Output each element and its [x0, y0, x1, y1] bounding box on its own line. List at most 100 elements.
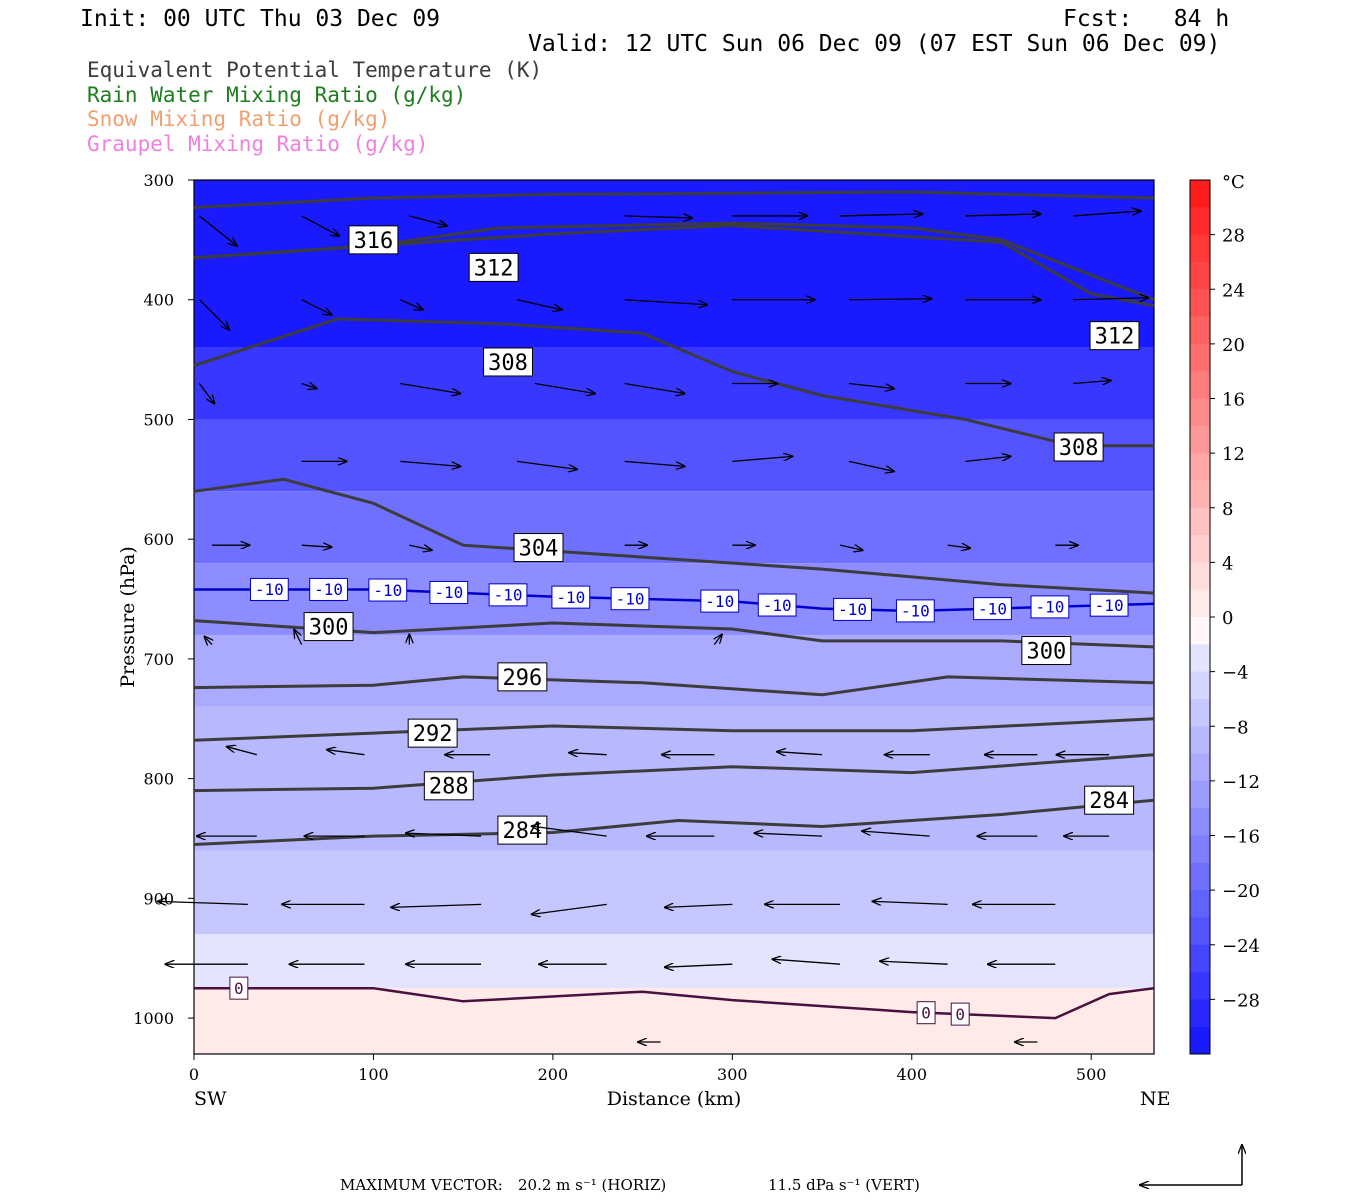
- temperature-label-box: [368, 578, 408, 602]
- temperature-label-text: -10: [255, 580, 284, 599]
- wind-vector: [301, 384, 317, 389]
- temperature-band: [194, 706, 1154, 851]
- theta-e-label: 288: [423, 771, 474, 801]
- colorbar-swatch: [1190, 726, 1210, 755]
- theta-e-label: 304: [513, 533, 564, 563]
- theta-e-label-box: [303, 612, 354, 642]
- wind-vector: [1073, 211, 1141, 217]
- temperature-label-text: 0: [955, 1005, 965, 1024]
- temperature-label-text: -10: [616, 589, 645, 608]
- y-tick-label: 800: [143, 770, 174, 789]
- theta-e-label-text: 304: [519, 536, 559, 561]
- wind-vector: [624, 299, 708, 305]
- temperature-label-text: 0: [234, 979, 244, 998]
- wind-vector: [880, 961, 948, 964]
- theta-e-label-box: [1084, 785, 1135, 815]
- y-tick-label: 900: [143, 889, 174, 908]
- plot-frame: [193, 179, 1155, 1055]
- colorbar-swatch: [1190, 343, 1210, 372]
- temperature-label-text: -10: [314, 580, 343, 599]
- wind-vector: [624, 460, 685, 466]
- temperature-band: [194, 180, 1154, 348]
- temperature-band: [194, 988, 1154, 1054]
- colorbar-tick-label: 28: [1222, 226, 1245, 247]
- x-tick-label: 100: [358, 1065, 389, 1084]
- x-tick-label: 500: [1076, 1065, 1107, 1084]
- temperature-label: -10: [833, 597, 872, 621]
- colorbar-tick-label: 20: [1222, 335, 1245, 356]
- wind-vector: [301, 299, 332, 315]
- x-tick-label: 300: [717, 1065, 748, 1084]
- wind-vector: [532, 826, 607, 837]
- temperature-band: [194, 634, 1154, 707]
- temperature-label-box: [551, 585, 591, 609]
- theta-e-label-text: 288: [429, 775, 469, 800]
- theta-e-label-box: [483, 347, 533, 377]
- temperature-label-text: -10: [705, 592, 734, 611]
- wind-vector: [873, 901, 948, 904]
- wind-vector: [777, 752, 823, 755]
- y-axis-label: Pressure (hPa): [117, 546, 139, 688]
- theta-e-contour: [193, 717, 1155, 742]
- wind-vector: [665, 904, 733, 907]
- colorbar-swatch: [1190, 917, 1210, 946]
- colorbar-unit: °C: [1222, 172, 1245, 193]
- wind-vector: [227, 747, 257, 756]
- max-vector-horiz: 20.2 m s⁻¹ (HORIZ): [518, 1176, 667, 1194]
- x-left-end-label: SW: [194, 1088, 227, 1110]
- theta-e-label: 312: [468, 252, 519, 282]
- theta-e-label: 316: [348, 225, 399, 255]
- theta-e-label-box: [348, 225, 399, 255]
- theta-e-contour: [193, 798, 1155, 846]
- colorbar-swatch: [1190, 835, 1210, 864]
- temperature-label-box: [973, 597, 1012, 621]
- theta-e-label-text: 300: [309, 615, 349, 640]
- wind-vectors: [158, 211, 1148, 1042]
- legend-theta-e: Equivalent Potential Temperature (K): [87, 58, 543, 82]
- theta-e-label-text: 300: [1026, 639, 1066, 664]
- theta-e-label: 284: [497, 815, 548, 845]
- wind-vector: [204, 637, 212, 645]
- y-tick-label: 600: [143, 530, 174, 549]
- colorbar-tick-label: 8: [1222, 499, 1233, 520]
- wind-vector: [409, 545, 432, 550]
- temperature-label-text: -10: [901, 602, 930, 621]
- wind-vector: [965, 214, 1041, 216]
- theta-e-label-text: 308: [488, 351, 528, 376]
- legend-graupel: Graupel Mixing Ratio (g/kg): [87, 132, 429, 156]
- theta-e-label-box: [407, 718, 458, 748]
- temperature-label: -10: [700, 589, 740, 613]
- wind-vector: [732, 456, 792, 463]
- temperature-label-text: -10: [494, 586, 523, 605]
- y-tick-label: 400: [143, 291, 174, 310]
- temperature-label-box: [1089, 593, 1129, 617]
- temperature-label: -10: [249, 577, 289, 601]
- colorbar-swatch: [1190, 234, 1210, 263]
- temperature-label-box: [229, 976, 249, 1000]
- wind-vector: [569, 753, 607, 755]
- wind-vector: [947, 545, 971, 548]
- colorbar-swatch: [1190, 535, 1210, 563]
- wind-vector: [409, 215, 447, 226]
- colorbar-swatch: [1190, 507, 1210, 536]
- theta-e-contour: [193, 190, 1155, 209]
- colorbar-swatch: [1190, 207, 1210, 236]
- theta-e-label-text: 312: [474, 256, 514, 281]
- colorbar-swatch: [1190, 371, 1210, 399]
- theta-e-label: 308: [1053, 432, 1104, 462]
- temperature-label-text: -10: [1035, 598, 1064, 617]
- wind-vector: [839, 545, 863, 550]
- temperature-label-box: [757, 593, 797, 617]
- temperature-label-box: [610, 587, 650, 611]
- temperature-label-text: -10: [434, 583, 463, 602]
- x-axis-label: Distance (km): [607, 1088, 742, 1110]
- temperature-band: [194, 934, 1154, 989]
- wind-vector: [532, 903, 607, 914]
- colorbar-swatch: [1190, 753, 1210, 782]
- theta-e-label-box: [513, 533, 564, 563]
- x-right-end-label: NE: [1140, 1088, 1171, 1110]
- temperature-label: -10: [429, 580, 469, 604]
- colorbar-swatch: [1190, 425, 1210, 454]
- temperature-label-box: [700, 589, 740, 613]
